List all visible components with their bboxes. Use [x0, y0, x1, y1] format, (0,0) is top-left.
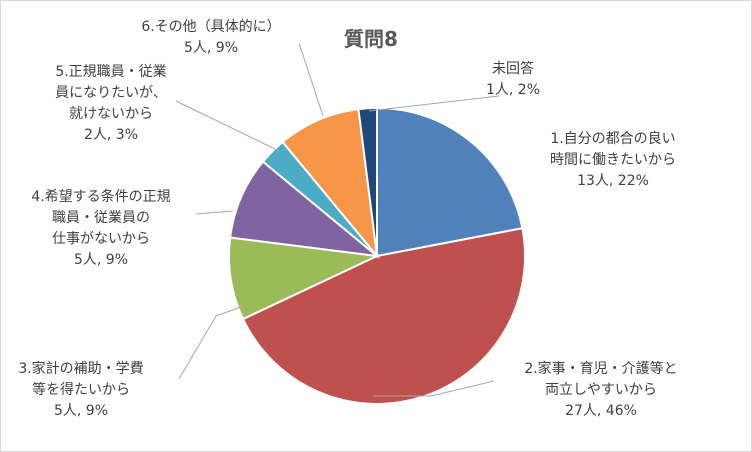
data-label-value: 27人, 46% — [565, 403, 637, 419]
data-label-text: 等を得たいから — [32, 381, 130, 398]
pie-slice-2 — [241, 227, 526, 405]
pie-slice-4 — [229, 160, 381, 258]
leader-line-4 — [195, 210, 234, 215]
data-label-value: 13人, 22% — [577, 173, 649, 189]
data-label-value: 2人, 3% — [84, 127, 138, 143]
leader-line-7 — [368, 95, 500, 112]
data-label-text: 就けないから — [69, 106, 153, 122]
pie-slice-1 — [376, 106, 524, 258]
data-label-4: 4.希望する条件の正規職員・従業員の仕事がないから 5人, 9% — [31, 188, 170, 268]
data-label-text: 1.自分の都合の良い — [550, 131, 675, 147]
leader-line-5 — [175, 100, 280, 152]
data-label-text: 3.家計の補助・学費 — [18, 360, 143, 377]
data-labels: 1.自分の都合の良い時間に働きたいから 13人, 22% 2.家事・育児・介護等と両… — [18, 19, 677, 419]
pie-slices — [228, 106, 526, 405]
leader-lines — [175, 42, 500, 397]
data-label-text: 未回答 — [492, 60, 534, 77]
pie-slice-6 — [281, 108, 379, 260]
data-label-5: 5.正規職員・従業員になりたいが、就けないから 2人, 3% — [55, 64, 167, 143]
data-label-text: 時間に働きたいから — [550, 152, 676, 168]
data-label-text: 2.家事・育児・介護等と — [524, 360, 677, 377]
data-label-text: 職員・従業員の — [52, 210, 150, 226]
data-label-value: 5人, 9% — [184, 40, 238, 56]
data-label-6: 6.その他（具体的に） 5人, 9% — [141, 19, 280, 56]
data-label-7: 未回答 1人, 2% — [486, 60, 540, 98]
pie-slice-3 — [228, 236, 381, 321]
data-label-text: 仕事がないから — [52, 231, 150, 247]
data-label-text: 4.希望する条件の正規 — [31, 188, 170, 205]
data-label-2: 2.家事・育児・介護等と両立しやすいから 27人, 46% — [524, 360, 677, 419]
data-label-text: 員になりたいが、 — [55, 85, 167, 101]
leader-line-6 — [298, 42, 324, 117]
data-label-1: 1.自分の都合の良い時間に働きたいから 13人, 22% — [550, 131, 676, 189]
data-label-value: 1人, 2% — [486, 82, 540, 98]
data-label-text: 両立しやすいから — [545, 382, 657, 398]
chart-title: 質問8 — [344, 27, 398, 51]
data-label-value: 5人, 9% — [54, 403, 108, 419]
pie-slice-7 — [357, 106, 378, 257]
data-label-value: 5人, 9% — [74, 252, 128, 268]
data-label-text: 5.正規職員・従業 — [55, 64, 166, 80]
leader-line-2 — [373, 380, 495, 397]
leader-line-3 — [178, 306, 242, 380]
data-label-text: 6.その他（具体的に） — [141, 19, 280, 35]
data-label-3: 3.家計の補助・学費等を得たいから 5人, 9% — [18, 360, 143, 419]
